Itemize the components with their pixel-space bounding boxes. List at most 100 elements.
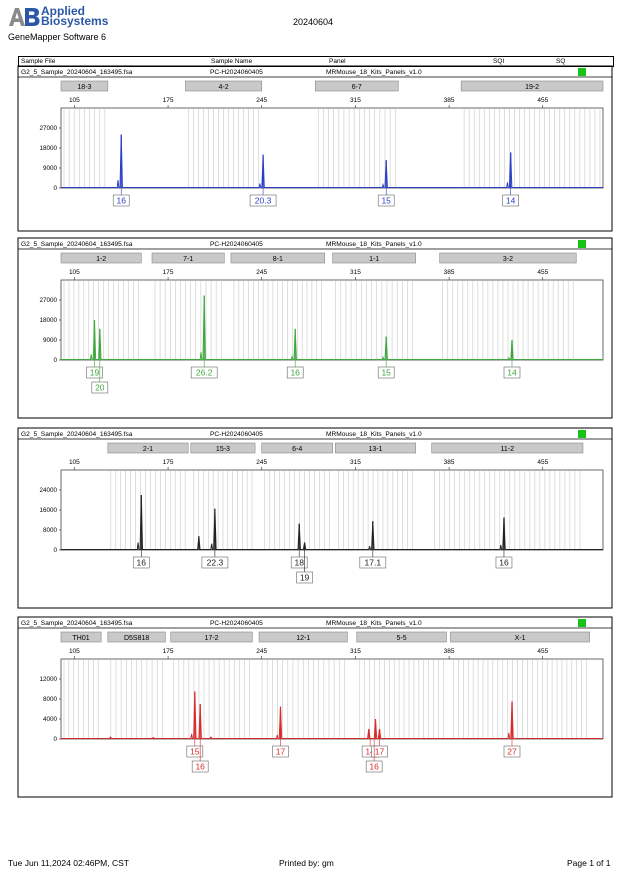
panel-red: G2_5_Sample_20240604_163495.fsa PC-H20240… [17, 616, 613, 798]
brand-name: Applied Biosystems [41, 4, 109, 28]
plot-area [60, 279, 604, 361]
marker-8-1 [230, 252, 325, 264]
x-tick-label: 245 [256, 97, 267, 104]
allele-call-box [502, 194, 519, 207]
y-tick-label: 4000 [43, 716, 58, 723]
brand-line-2: Biosystems [41, 14, 109, 28]
marker-label: 5-5 [397, 635, 407, 642]
print-date: Tue Jun 11,2024 02:46PM, CST [8, 858, 129, 868]
x-tick-label: 175 [163, 459, 174, 466]
x-tick-label: 385 [444, 648, 455, 655]
y-tick-label: 27000 [39, 125, 57, 132]
allele-call-label: 20.3 [255, 196, 272, 206]
allele-call-label: 16 [195, 762, 205, 772]
panel-value: MRMouse_18_Kits_Panels_v1.0 [326, 241, 422, 248]
allele-call-label: 16 [290, 368, 300, 378]
sample-file-value: G2_5_Sample_20240604_163495.fsa [21, 620, 133, 627]
plot-area [60, 107, 604, 189]
y-tick-label: 16000 [39, 507, 57, 514]
allele-call-box [112, 194, 130, 207]
plot-area [60, 658, 604, 740]
x-tick-label: 315 [350, 459, 361, 466]
y-tick-label: 8000 [43, 696, 58, 703]
x-tick-label: 105 [69, 648, 80, 655]
marker-11-2 [431, 442, 584, 454]
y-tick-label: 8000 [43, 527, 58, 534]
marker-label: 11-2 [501, 446, 515, 453]
allele-call-label: 16 [116, 196, 126, 206]
x-tick-label: 245 [256, 459, 267, 466]
x-tick-label: 455 [537, 97, 548, 104]
allele-call-label: 16 [137, 558, 147, 568]
panel-frame [17, 65, 613, 232]
allele-call-box [190, 366, 218, 379]
x-tick-label: 105 [69, 97, 80, 104]
marker-label: 4-2 [219, 84, 229, 91]
x-tick-label: 315 [350, 269, 361, 276]
marker-17-2 [170, 631, 253, 643]
marker-5-5 [356, 631, 447, 643]
y-tick-label: 0 [53, 736, 57, 743]
panel-value: MRMouse_18_Kits_Panels_v1.0 [326, 620, 422, 627]
allele-call-box [272, 745, 289, 758]
sample-name-value: PC-H2024060405 [210, 241, 263, 248]
allele-call-label: 26.2 [196, 368, 213, 378]
marker-label: 17-2 [205, 635, 219, 642]
allele-call-box [286, 366, 304, 379]
y-tick-label: 0 [53, 547, 57, 554]
y-tick-label: 0 [53, 357, 57, 364]
col-panel: Panel [329, 58, 346, 65]
sizing-quality-indicator [578, 240, 586, 248]
x-tick-label: 245 [256, 269, 267, 276]
allele-call-label: 14 [365, 747, 375, 757]
brand-line-1: Applied [41, 4, 85, 18]
allele-call-label: 17 [375, 747, 385, 757]
marker-label: 7-1 [183, 256, 193, 263]
col-sample-file: Sample File [21, 58, 56, 65]
x-tick-label: 245 [256, 648, 267, 655]
x-tick-label: 175 [163, 269, 174, 276]
marker-label: TH01 [73, 635, 90, 642]
marker-7-1 [151, 252, 225, 264]
sizing-quality-indicator [578, 619, 586, 627]
panel-blue: G2_5_Sample_20240604_163495.fsa PC-H20240… [17, 65, 613, 232]
trace-blue [61, 134, 603, 188]
marker-6-7 [314, 80, 399, 92]
y-tick-label: 18000 [39, 317, 57, 324]
sample-name-value: PC-H2024060405 [210, 431, 263, 438]
marker-TH01 [60, 631, 102, 643]
run-date: 20240604 [293, 17, 334, 27]
marker-1-1 [332, 252, 416, 264]
marker-label: X-1 [515, 635, 526, 642]
marker-D5S818 [107, 631, 166, 643]
allele-call-label: 15 [190, 747, 200, 757]
allele-call-label: 16 [369, 762, 379, 772]
sample-file-value: G2_5_Sample_20240604_163495.fsa [21, 431, 133, 438]
marker-15-3 [190, 442, 256, 454]
allele-call-label: 20 [95, 383, 105, 393]
sizing-quality-indicator [578, 68, 586, 76]
allele-call-label: 15 [381, 368, 391, 378]
plot-area [60, 469, 604, 551]
allele-call-label: 19 [300, 573, 310, 583]
allele-call-label: 22.3 [207, 558, 224, 568]
marker-label: 15-3 [216, 446, 230, 453]
marker-label: 1-2 [96, 256, 106, 263]
y-tick-label: 24000 [39, 487, 57, 494]
allele-call-label: 14 [506, 196, 516, 206]
marker-label: 1-1 [369, 256, 379, 263]
y-tick-label: 0 [53, 185, 57, 192]
marker-label: 13-1 [368, 446, 382, 453]
trace-red [61, 691, 603, 739]
allele-call-box [365, 760, 383, 773]
allele-call-box [186, 745, 204, 758]
y-tick-label: 27000 [39, 297, 57, 304]
col-sq: SQ [556, 58, 566, 65]
x-tick-label: 385 [444, 459, 455, 466]
x-tick-label: 385 [444, 97, 455, 104]
panel-green: G2_5_Sample_20240604_163495.fsa PC-H20240… [17, 237, 613, 419]
x-tick-label: 105 [69, 459, 80, 466]
sample-name-value: PC-H2024060405 [210, 620, 263, 627]
x-tick-label: 175 [163, 648, 174, 655]
marker-1-2 [60, 252, 142, 264]
